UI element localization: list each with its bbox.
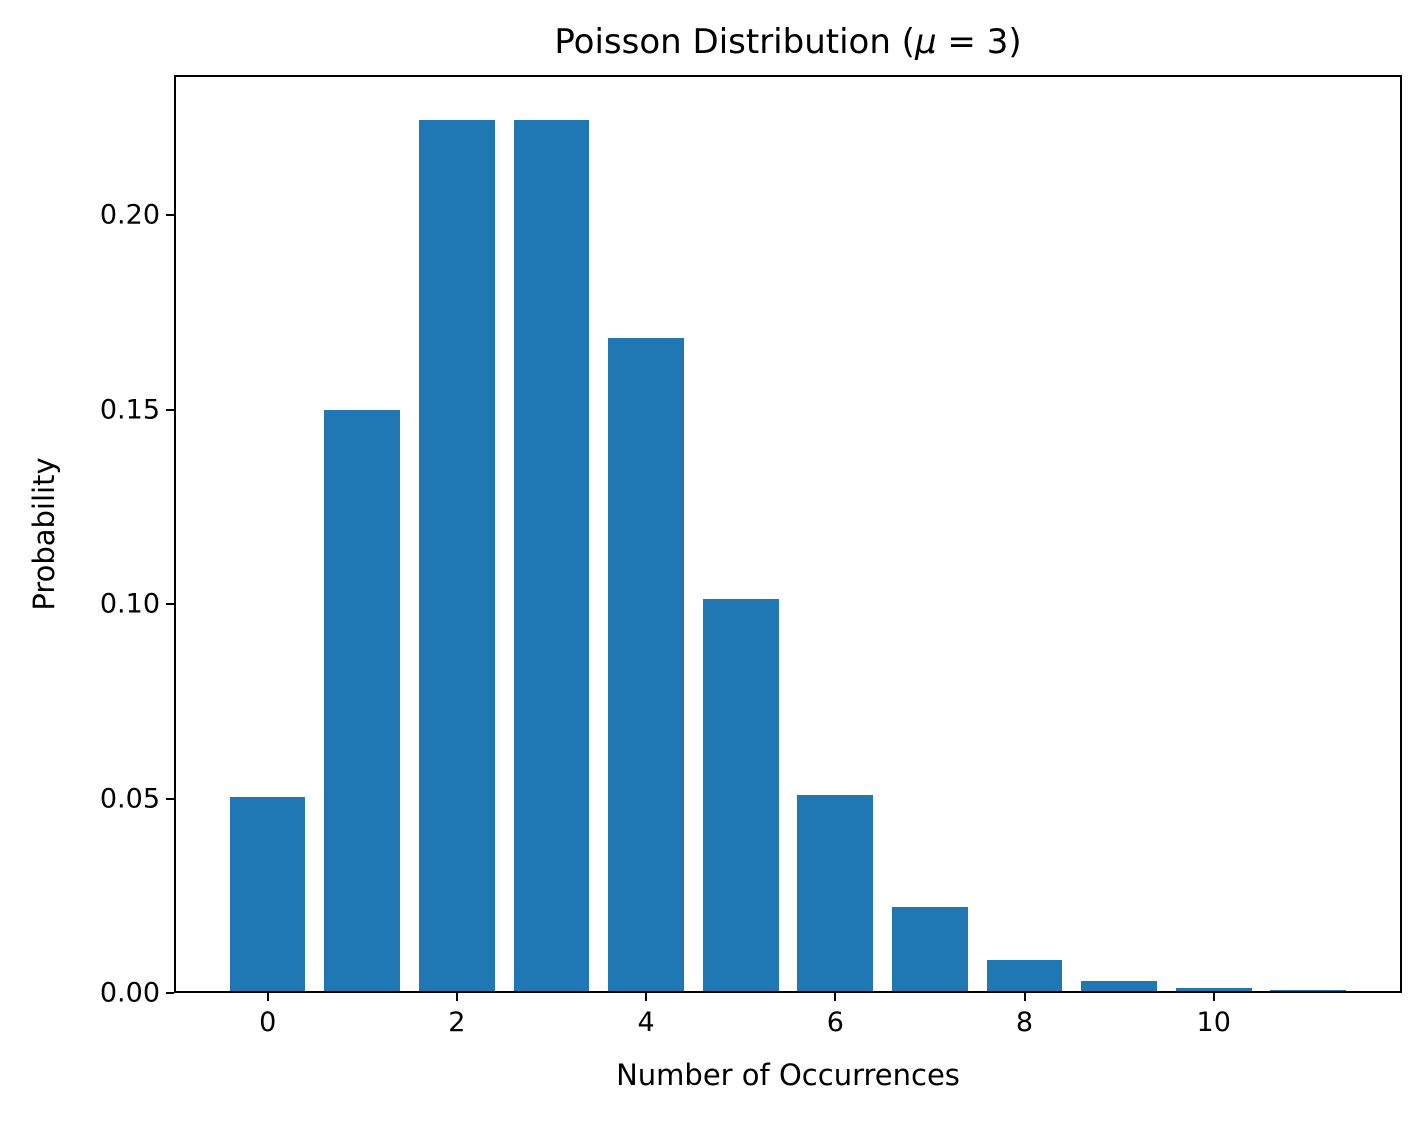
y-tick-mark-0.00 [166, 992, 174, 994]
x-tick-mark-6 [834, 993, 837, 1001]
y-tick-mark-0.15 [166, 408, 174, 411]
bar-x6 [797, 794, 874, 991]
chart-title-suffix: = 3) [936, 22, 1022, 62]
x-tick-mark-10 [1212, 993, 1215, 1001]
x-tick-label-6: 6 [826, 1007, 844, 1038]
bar-x8 [986, 959, 1063, 991]
chart-title-mu-symbol: μ [914, 22, 937, 62]
plot-area [174, 75, 1402, 993]
x-tick-mark-8 [1023, 993, 1026, 1001]
x-tick-label-0: 0 [259, 1007, 277, 1038]
chart-title: Poisson Distribution (μ = 3) [174, 22, 1402, 62]
x-tick-label-4: 4 [637, 1007, 655, 1038]
x-tick-mark-4 [645, 993, 648, 1001]
y-tick-label-0.10: 0.10 [99, 588, 160, 620]
x-axis-label: Number of Occurrences [616, 1058, 960, 1092]
x-tick-label-2: 2 [448, 1007, 466, 1038]
y-tick-label-0.05: 0.05 [99, 783, 160, 814]
chart-title-prefix: Poisson Distribution ( [554, 22, 915, 62]
x-tick-label-10: 10 [1196, 1007, 1231, 1038]
y-tick-label-0.00: 0.00 [99, 977, 160, 1009]
y-tick-mark-0.20 [166, 214, 174, 217]
y-tick-mark-0.10 [166, 603, 174, 606]
y-tick-label-0.15: 0.15 [99, 394, 160, 426]
bar-x9 [1081, 980, 1157, 991]
bar-x11 [1270, 990, 1347, 991]
bar-x3 [513, 119, 590, 991]
bar-x4 [608, 337, 684, 991]
y-tick-mark-0.05 [166, 797, 174, 800]
bar-x7 [892, 906, 968, 991]
bar-x0 [229, 797, 306, 991]
y-tick-label-0.20: 0.20 [99, 199, 160, 231]
y-axis-label: Probability [27, 457, 61, 611]
bar-x2 [419, 119, 495, 991]
bar-x1 [324, 409, 401, 991]
x-tick-mark-0 [266, 993, 269, 1001]
x-tick-mark-2 [455, 993, 458, 1001]
bar-x5 [702, 598, 779, 991]
x-tick-label-8: 8 [1015, 1007, 1034, 1038]
bar-x10 [1175, 987, 1252, 991]
